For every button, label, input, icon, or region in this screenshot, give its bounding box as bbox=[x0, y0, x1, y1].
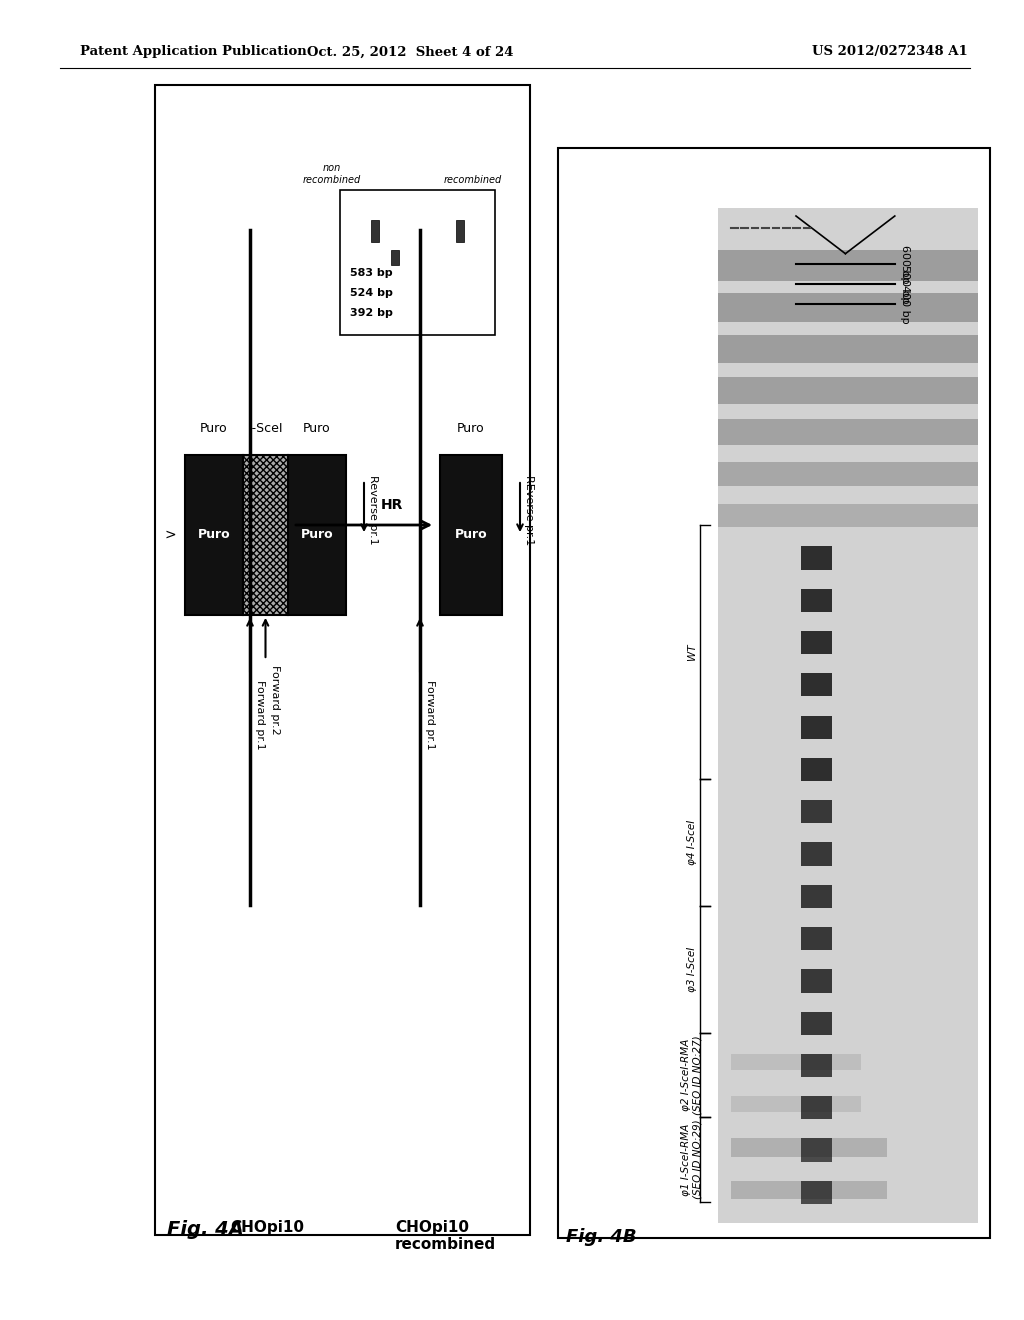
Bar bbox=[731, 1053, 861, 1071]
Text: recombined: recombined bbox=[443, 176, 502, 185]
Bar bbox=[801, 758, 833, 781]
Bar bbox=[718, 462, 978, 486]
Bar bbox=[340, 190, 495, 335]
Text: US 2012/0272348 A1: US 2012/0272348 A1 bbox=[812, 45, 968, 58]
Bar bbox=[558, 148, 990, 1238]
Bar bbox=[243, 455, 288, 615]
Bar bbox=[801, 1011, 833, 1035]
Bar bbox=[731, 1096, 861, 1113]
Bar bbox=[801, 842, 833, 866]
Bar bbox=[801, 589, 833, 612]
Bar bbox=[801, 715, 833, 739]
Text: Puro: Puro bbox=[457, 422, 484, 436]
Text: φ4 I-SceI: φ4 I-SceI bbox=[687, 820, 697, 865]
Text: Forward pr.2: Forward pr.2 bbox=[270, 665, 281, 735]
Bar bbox=[801, 1180, 833, 1204]
Text: 400 bp: 400 bp bbox=[900, 285, 910, 323]
Text: Puro: Puro bbox=[303, 422, 331, 436]
Bar bbox=[718, 293, 978, 322]
Bar bbox=[371, 220, 379, 242]
Bar bbox=[731, 1138, 887, 1158]
Text: Reverse pr.1: Reverse pr.1 bbox=[368, 475, 378, 545]
Text: 500 bp: 500 bp bbox=[900, 265, 910, 304]
Text: Fig. 4A: Fig. 4A bbox=[167, 1220, 244, 1239]
Text: CHOpi10: CHOpi10 bbox=[230, 1220, 304, 1236]
Bar bbox=[456, 220, 464, 242]
Text: Forward pr.1: Forward pr.1 bbox=[255, 680, 265, 750]
Text: 392 bp: 392 bp bbox=[350, 308, 393, 318]
Bar bbox=[731, 1180, 887, 1200]
Bar bbox=[801, 1138, 833, 1162]
Bar bbox=[718, 335, 978, 363]
Bar bbox=[801, 969, 833, 993]
Bar bbox=[718, 251, 978, 281]
Bar bbox=[155, 84, 530, 1236]
Text: φ1 I-SceI-RMA
(SEQ ID NO:29): φ1 I-SceI-RMA (SEQ ID NO:29) bbox=[681, 1119, 702, 1200]
Text: CHOpi10
recombined: CHOpi10 recombined bbox=[395, 1220, 496, 1253]
Bar bbox=[185, 455, 243, 615]
Bar bbox=[718, 209, 978, 1224]
Bar bbox=[718, 378, 978, 404]
Bar bbox=[801, 546, 833, 570]
Text: Forward pr.1: Forward pr.1 bbox=[425, 680, 435, 750]
Text: Fig. 4B: Fig. 4B bbox=[566, 1228, 637, 1246]
Bar bbox=[801, 1096, 833, 1119]
Text: 583 bp: 583 bp bbox=[350, 268, 392, 279]
Text: 600 bp: 600 bp bbox=[900, 244, 910, 282]
Text: Puro: Puro bbox=[455, 528, 487, 541]
Bar bbox=[801, 927, 833, 950]
Bar bbox=[288, 455, 346, 615]
Bar bbox=[391, 249, 399, 265]
Text: REverse pr.1: REverse pr.1 bbox=[524, 475, 534, 545]
Text: non
recombined: non recombined bbox=[303, 164, 361, 185]
Bar bbox=[718, 504, 978, 527]
Bar bbox=[801, 1053, 833, 1077]
Bar bbox=[801, 631, 833, 655]
Text: Oct. 25, 2012  Sheet 4 of 24: Oct. 25, 2012 Sheet 4 of 24 bbox=[307, 45, 513, 58]
Text: Patent Application Publication: Patent Application Publication bbox=[80, 45, 307, 58]
Text: 524 bp: 524 bp bbox=[350, 288, 393, 298]
Text: φ2 I-SceI-RMA
(SEQ ID NO:27): φ2 I-SceI-RMA (SEQ ID NO:27) bbox=[681, 1035, 702, 1115]
Bar bbox=[718, 420, 978, 445]
Text: Puro: Puro bbox=[301, 528, 334, 541]
Bar bbox=[801, 673, 833, 697]
Bar bbox=[801, 800, 833, 824]
Text: >: > bbox=[164, 528, 176, 543]
Text: WT: WT bbox=[687, 644, 697, 660]
Bar bbox=[801, 884, 833, 908]
Text: Puro: Puro bbox=[200, 422, 227, 436]
Text: Puro: Puro bbox=[198, 528, 230, 541]
Text: I-SceI: I-SceI bbox=[248, 422, 283, 436]
Text: HR: HR bbox=[381, 498, 403, 512]
Text: φ3 I-SceI: φ3 I-SceI bbox=[687, 946, 697, 991]
Bar bbox=[440, 455, 502, 615]
